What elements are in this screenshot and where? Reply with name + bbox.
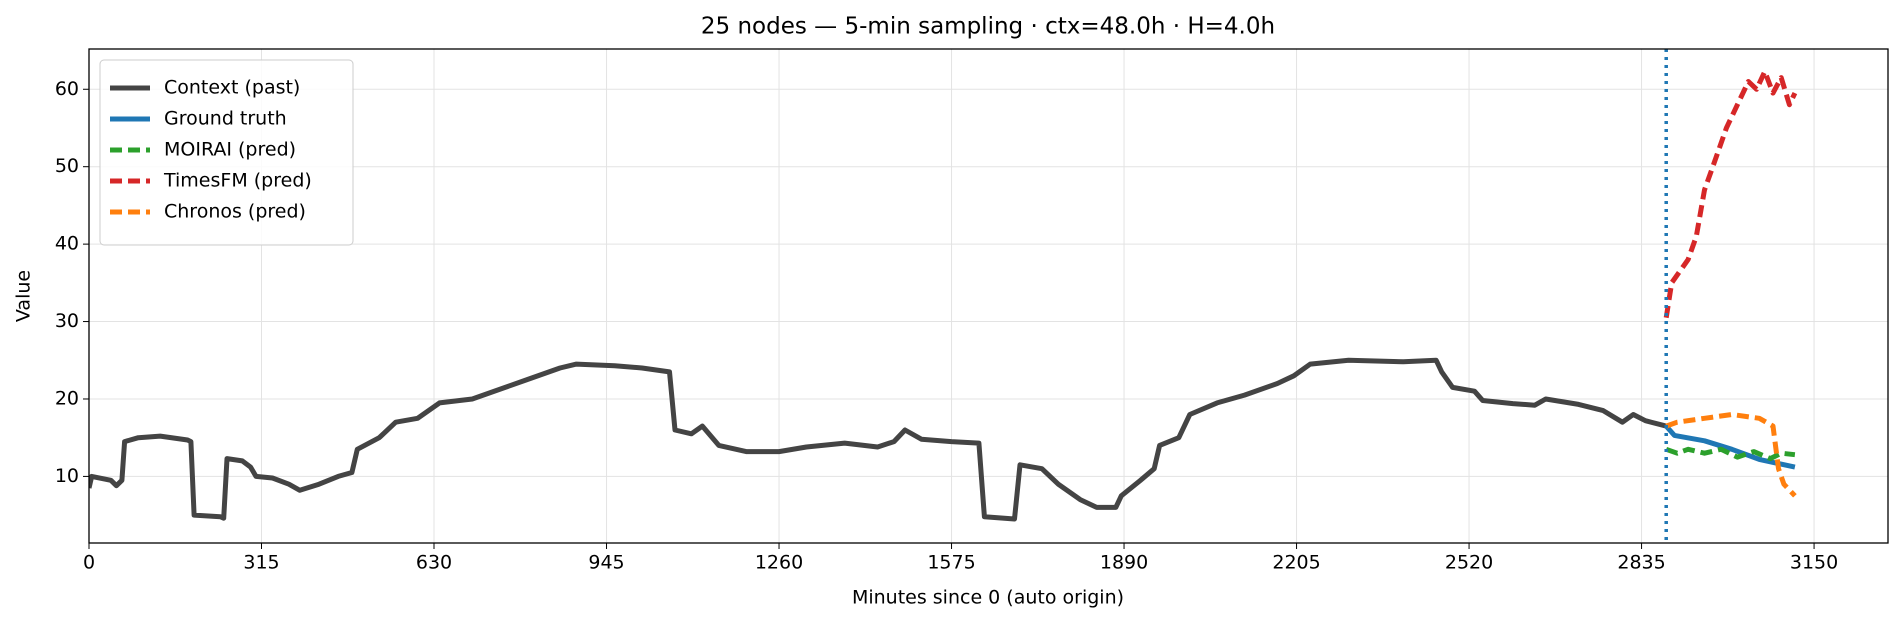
legend-label: MOIRAI (pred) (164, 139, 296, 161)
plot-lines (89, 69, 1798, 522)
x-tick-label: 2205 (1272, 552, 1320, 574)
y-tick-label: 40 (55, 233, 79, 255)
x-tick-label: 630 (416, 552, 452, 574)
plot-frame (88, 48, 1889, 544)
series-line (1665, 412, 1797, 498)
x-tick-label: 315 (243, 552, 279, 574)
series-line (89, 357, 1667, 522)
x-axis-label: Minutes since 0 (auto origin) (852, 587, 1124, 609)
x-tick-label: 0 (83, 552, 95, 574)
y-tick-label: 50 (55, 155, 79, 177)
y-axis-label: Value (13, 270, 35, 322)
x-tick-label: 1890 (1100, 552, 1148, 574)
legend-label: Chronos (pred) (164, 201, 306, 223)
x-tick-label: 1260 (755, 552, 803, 574)
legend-label: TimesFM (pred) (163, 170, 312, 192)
y-tick-label: 10 (55, 465, 79, 487)
legend-box (99, 59, 354, 246)
x-tick-label: 945 (588, 552, 624, 574)
chart-title: 25 nodes — 5-min sampling · ctx=48.0h · … (701, 14, 1275, 40)
series-line (1665, 446, 1796, 462)
x-tick-label: 2520 (1445, 552, 1493, 574)
legend-label: Context (past) (164, 77, 300, 99)
y-tick-label: 30 (55, 310, 79, 332)
series-line (1664, 424, 1796, 470)
x-tick-label: 3150 (1790, 552, 1838, 574)
y-tick-label: 60 (55, 78, 79, 100)
y-tick-label: 20 (55, 387, 79, 409)
x-tick-label: 2835 (1617, 552, 1665, 574)
legend-label: Ground truth (164, 108, 287, 130)
series-line (1663, 69, 1798, 319)
x-tick-label: 1575 (927, 552, 975, 574)
